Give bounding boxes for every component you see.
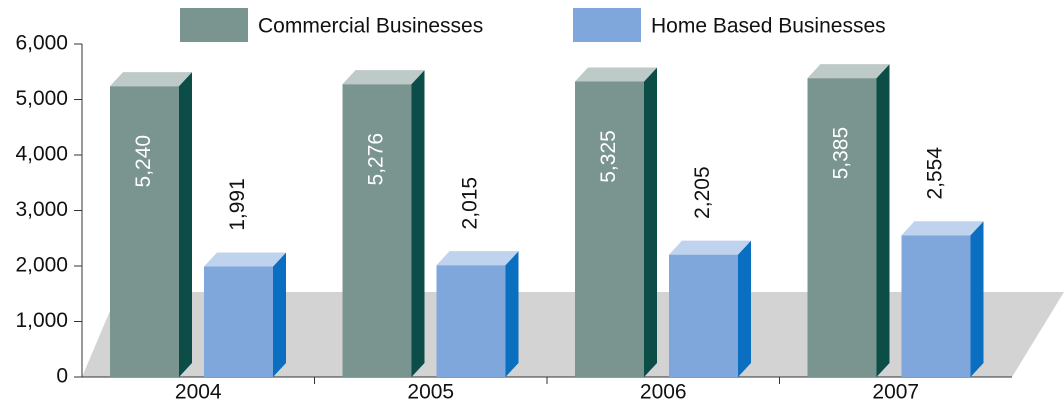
- y-tick-label: 5,000: [15, 87, 68, 110]
- y-tick-label: 3,000: [15, 198, 68, 221]
- bar-side: [273, 252, 286, 377]
- bar-side: [644, 67, 657, 378]
- bar-side: [179, 72, 192, 378]
- bar-front: [110, 86, 179, 378]
- value-label: 5,385: [830, 127, 853, 180]
- value-label: 5,325: [597, 130, 620, 183]
- bar: [110, 72, 192, 378]
- bar-side: [876, 64, 890, 377]
- bar-side: [970, 221, 984, 377]
- x-tick-label: 2004: [175, 381, 222, 404]
- bar: [901, 221, 984, 377]
- value-label: 5,276: [365, 133, 388, 186]
- bar-top: [204, 252, 286, 267]
- bar: [575, 67, 657, 378]
- bar: [342, 70, 425, 377]
- bar-front: [436, 265, 506, 377]
- bar-front: [807, 78, 877, 377]
- y-tick-label: 4,000: [15, 143, 68, 166]
- bar-side: [505, 251, 519, 377]
- bar-top: [669, 240, 751, 255]
- legend-swatch: [180, 8, 248, 42]
- bar-top: [110, 72, 192, 87]
- x-tick-label: 2006: [640, 381, 687, 404]
- bar: [669, 240, 751, 377]
- bar: [204, 252, 286, 377]
- bar-front: [342, 84, 412, 377]
- legend-swatch: [573, 8, 641, 42]
- x-tick-label: 2007: [872, 381, 919, 404]
- value-label: 5,240: [132, 135, 155, 188]
- value-label: 2,205: [691, 166, 714, 219]
- bar-top: [901, 221, 984, 236]
- bar: [807, 64, 890, 377]
- bar-front: [575, 81, 644, 378]
- bar-front: [669, 254, 738, 377]
- legend-label: Home Based Businesses: [651, 15, 886, 38]
- legend-label: Commercial Businesses: [258, 15, 483, 38]
- y-tick-label: 6,000: [15, 32, 68, 55]
- bar-top: [575, 67, 657, 82]
- bar: [436, 251, 519, 377]
- value-label: 2,554: [924, 147, 947, 200]
- y-tick-label: 2,000: [15, 254, 68, 277]
- bar-top: [342, 70, 425, 85]
- y-tick-label: 0: [56, 365, 68, 388]
- bar-top: [807, 64, 890, 79]
- bar-front: [204, 266, 273, 377]
- x-tick-label: 2005: [407, 381, 454, 404]
- value-label: 1,991: [226, 178, 249, 231]
- bar-top: [436, 251, 519, 266]
- value-label: 2,015: [459, 177, 482, 230]
- y-tick-label: 1,000: [15, 309, 68, 332]
- bar-front: [901, 235, 971, 377]
- bar-side: [411, 70, 425, 377]
- bar-side: [738, 240, 751, 377]
